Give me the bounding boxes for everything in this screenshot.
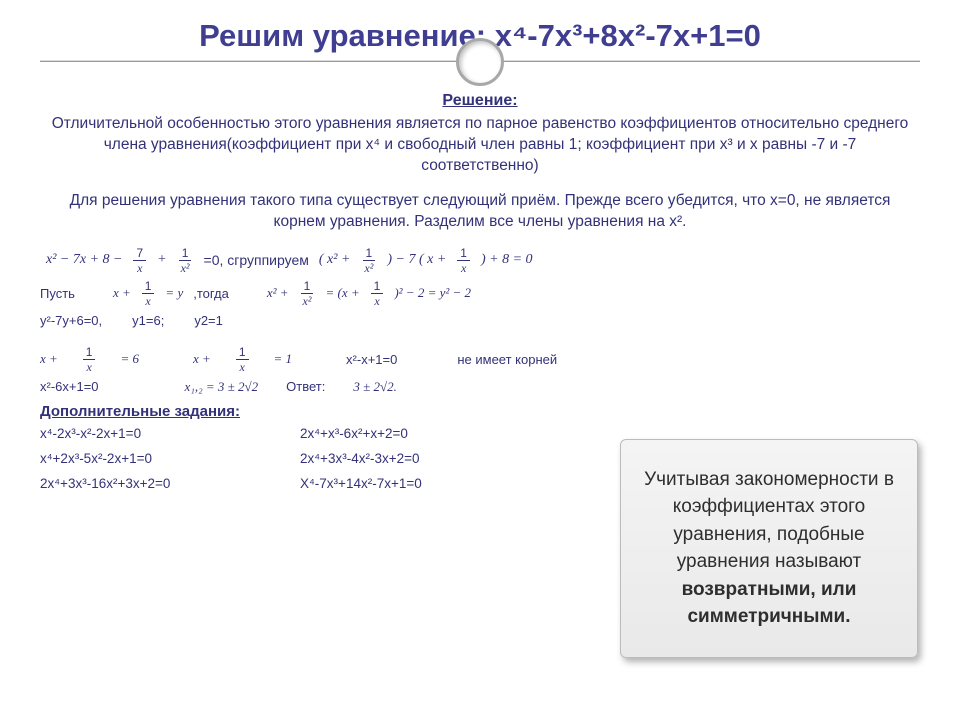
frac-1-over-x: 1x: [457, 247, 470, 274]
frac-1x-a: 1x: [142, 280, 155, 307]
content: Решение: Отличительной особенностью этог…: [40, 92, 920, 491]
callout-text: Учитывая закономерности в коэффициентах …: [644, 469, 894, 573]
y1-value: y1=6;: [132, 313, 164, 328]
frac-1-over-x2-b: 1x²: [361, 247, 376, 274]
solution-heading: Решение:: [40, 92, 920, 110]
x2-plus: x² +: [267, 285, 289, 301]
substitution-row: Пусть x + 1x = y ,тогда x² + 1x² = (x + …: [40, 280, 920, 307]
final-answer-row: x²-6x+1=0 x₁,₂ = 3 ± 2√2 Ответ: 3 ± 2√2.: [40, 379, 920, 395]
x2-quadratic: x²-6x+1=0: [40, 379, 99, 394]
plus-1: +: [157, 252, 166, 268]
x12-sol: x₁,₂ = 3 ± 2√2: [185, 379, 259, 395]
grouped-close: ) + 8 = 0: [481, 252, 533, 268]
callout-box: Учитывая закономерности в коэффициентах …: [620, 439, 918, 658]
equation-row-divided: x² − 7x + 8 − 7x + 1x² =0, сгруппируем (…: [46, 247, 920, 274]
title-circle-decor: [456, 38, 504, 86]
addl-item: 2x⁴+3x³-4x²-3x+2=0: [300, 451, 530, 466]
additional-heading: Дополнительные задания:: [40, 403, 920, 420]
answer-value: 3 ± 2√2.: [353, 379, 397, 395]
frac-1x-d: 1x: [236, 346, 249, 373]
frac-1-over-x2: 1x²: [178, 247, 193, 274]
paragraph-1: Отличительной особенностью этого уравнен…: [50, 114, 910, 177]
grouped-open: ( x² +: [319, 252, 351, 268]
callout-bold: возвратными, или симметричными.: [682, 579, 857, 628]
noroots-eq: x²-x+1=0: [346, 352, 397, 367]
y2-value: y2=1: [194, 313, 223, 328]
addl-item: X⁴-7x³+14x²-7x+1=0: [300, 476, 530, 491]
noroots-label: не имеет корней: [457, 352, 557, 367]
addl-item: x⁴+2x³-5x²-2x+1=0: [40, 451, 270, 466]
eq-terms-left: x² − 7x + 8 −: [46, 252, 122, 268]
title-block: Решим уравнение: x⁴-7x³+8x²-7x+1=0: [40, 18, 920, 86]
grouped-mid: ) − 7 ( x +: [387, 252, 446, 268]
back-substitution-row: x + 1x = 6 x + 1x = 1 x²-x+1=0 не имеет …: [40, 346, 920, 373]
frac-1x-c: 1x: [83, 346, 96, 373]
eq-zero-group-label: =0, сгруппируем: [204, 252, 309, 268]
x-plus: x +: [113, 285, 131, 301]
let-label: Пусть: [40, 286, 75, 301]
eq-1: = 1: [274, 351, 293, 367]
x-plus-a: x +: [40, 351, 58, 367]
eq-open: = (x +: [325, 285, 359, 301]
x-plus-b: x +: [193, 351, 211, 367]
frac-1x2-c: 1x²: [300, 280, 315, 307]
paragraph-2: Для решения уравнения такого типа сущест…: [50, 191, 910, 233]
eq-tail: )² − 2 = y² − 2: [394, 285, 471, 301]
eq-y: = y: [165, 285, 183, 301]
then-label: ,тогда: [193, 286, 229, 301]
addl-item: 2x⁴+x³-6x²+x+2=0: [300, 426, 530, 441]
frac-1x-b: 1x: [371, 280, 384, 307]
quadratic-y-row: y²-7y+6=0, y1=6; y2=1: [40, 313, 920, 328]
slide: Решим уравнение: x⁴-7x³+8x²-7x+1=0 Решен…: [0, 0, 960, 720]
frac-7-over-x: 7x: [133, 247, 146, 274]
answer-label: Ответ:: [286, 379, 325, 394]
addl-item: 2x⁴+3x³-16x²+3x+2=0: [40, 476, 270, 491]
eq-6: = 6: [120, 351, 139, 367]
addl-item: x⁴-2x³-x²-2x+1=0: [40, 426, 270, 441]
y-quadratic: y²-7y+6=0,: [40, 313, 102, 328]
